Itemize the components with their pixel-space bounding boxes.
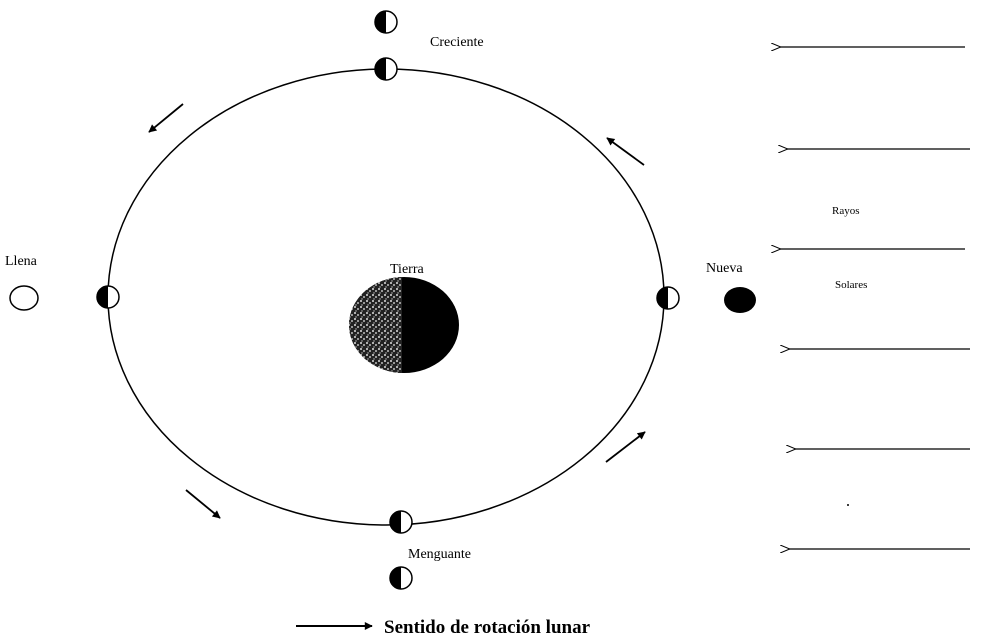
moon (96, 285, 120, 309)
label-nueva: Nueva (706, 261, 743, 276)
moon (374, 57, 398, 81)
label-solares: Solares (835, 279, 867, 291)
dot (847, 504, 849, 506)
legend-text: Sentido de rotación lunar (384, 617, 591, 638)
earth-lit-side (349, 277, 402, 373)
full-moon (9, 285, 39, 311)
moon-phase (389, 566, 413, 590)
sun-rays (780, 47, 970, 549)
label-menguante: Menguante (408, 547, 471, 562)
rotation-arrows (148, 103, 646, 519)
label-llena: Llena (5, 254, 38, 269)
label-creciente: Creciente (430, 35, 484, 50)
label-rayos: Rayos (832, 205, 860, 217)
moon-phase (374, 10, 398, 34)
new-moon (724, 287, 756, 313)
label-tierra: Tierra (390, 262, 424, 277)
moon (389, 510, 413, 534)
moon (656, 286, 680, 310)
